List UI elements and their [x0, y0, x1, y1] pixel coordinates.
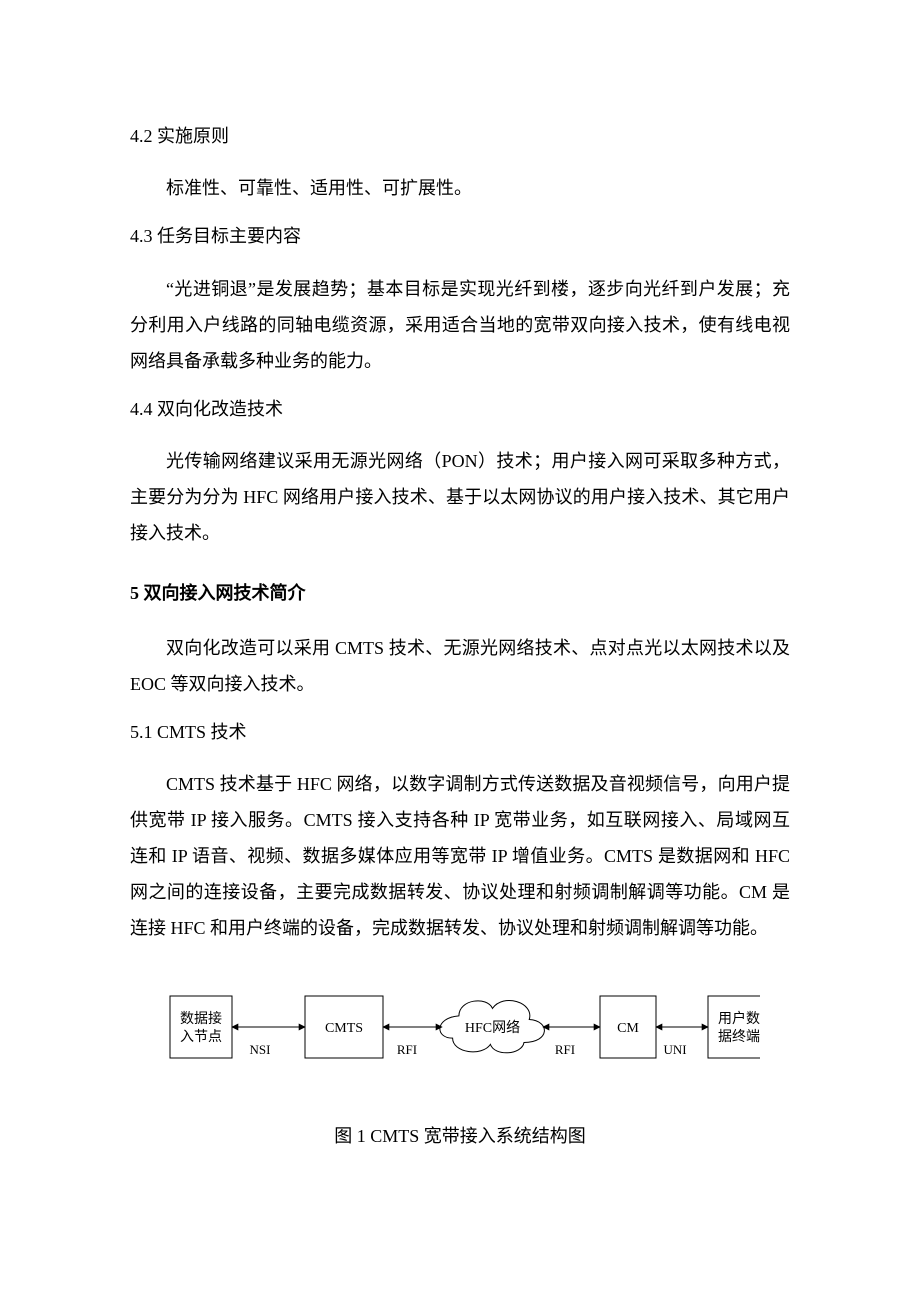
svg-text:NSI: NSI — [250, 1042, 271, 1057]
svg-text:CM: CM — [617, 1021, 639, 1036]
svg-text:HFC网络: HFC网络 — [465, 1020, 520, 1036]
figure-1-diagram: 数据接入节点 CMTS HFC网络 CM 用户数据终端 NSI RFI RFI UNI — [130, 976, 790, 1086]
section-4-4-para: 光传输网络建议采用无源光网络（PON）技术；用户接入网可采取多种方式，主要分为分… — [130, 443, 790, 551]
section-5-1-heading: 5.1 CMTS 技术 — [130, 716, 790, 748]
svg-text:UNI: UNI — [663, 1042, 686, 1057]
svg-text:CMTS: CMTS — [325, 1021, 363, 1036]
figure-1-caption: 图 1 CMTS 宽带接入系统结构图 — [130, 1122, 790, 1151]
svg-text:数据接: 数据接 — [180, 1010, 222, 1027]
svg-text:RFI: RFI — [397, 1042, 417, 1057]
svg-text:RFI: RFI — [555, 1042, 575, 1057]
svg-text:入节点: 入节点 — [180, 1029, 222, 1045]
section-5-para: 双向化改造可以采用 CMTS 技术、无源光网络技术、点对点光以太网技术以及 EO… — [130, 630, 790, 702]
cmts-architecture-svg: 数据接入节点 CMTS HFC网络 CM 用户数据终端 NSI RFI RFI UNI — [160, 976, 760, 1086]
svg-text:据终端: 据终端 — [718, 1029, 760, 1045]
section-4-4-heading: 4.4 双向化改造技术 — [130, 393, 790, 425]
section-5-heading: 5 双向接入网技术简介 — [130, 579, 790, 608]
section-5-1-para: CMTS 技术基于 HFC 网络，以数字调制方式传送数据及音视频信号，向用户提供… — [130, 766, 790, 946]
section-4-2-heading: 4.2 实施原则 — [130, 120, 790, 152]
svg-text:用户数: 用户数 — [718, 1010, 760, 1027]
section-4-3-para: “光进铜退”是发展趋势；基本目标是实现光纤到楼，逐步向光纤到户发展；充分利用入户… — [130, 271, 790, 379]
section-4-3-heading: 4.3 任务目标主要内容 — [130, 220, 790, 252]
section-4-2-para: 标准性、可靠性、适用性、可扩展性。 — [130, 170, 790, 206]
